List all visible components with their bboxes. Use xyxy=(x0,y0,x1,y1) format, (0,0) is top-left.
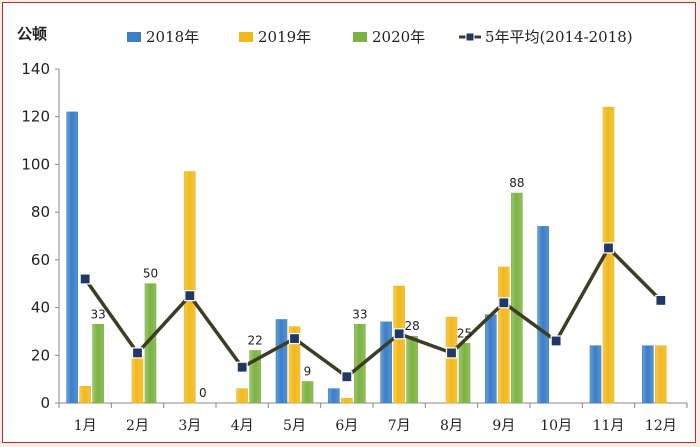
legend-swatch-2020年 xyxy=(353,32,367,42)
average-point-12月 xyxy=(655,294,667,307)
legend-label: 2019年 xyxy=(258,28,311,46)
bar-2020年-4月 xyxy=(249,350,261,404)
bar-2019年-5月 xyxy=(288,326,301,404)
y-tick-label: 100 xyxy=(21,155,50,173)
bar-2019年-12月 xyxy=(655,345,667,404)
bar-2018年-5月 xyxy=(275,319,288,404)
data-label-2020: 33 xyxy=(91,307,106,321)
average-point-6月 xyxy=(341,371,353,383)
x-tick-label: 4月 xyxy=(231,418,254,434)
y-tick-label: 80 xyxy=(31,203,50,221)
x-tick-label: 8月 xyxy=(440,418,463,434)
x-tick-label: 11月 xyxy=(593,418,625,434)
legend: 2018年 2019年 2020年 5年平均(2014-2018) xyxy=(127,28,633,46)
legend-label: 2018年 xyxy=(146,28,199,46)
bar-2020年-5月 xyxy=(301,381,314,404)
average-point-3月 xyxy=(184,290,196,302)
x-tick-label: 3月 xyxy=(178,418,201,434)
data-label-2020: 9 xyxy=(304,365,312,379)
bar-2020年-1月 xyxy=(92,323,104,404)
y-tick-label: 40 xyxy=(31,299,50,317)
y-tick-label: 20 xyxy=(31,346,50,364)
average-point-9月 xyxy=(498,297,510,309)
y-tick-label: 0 xyxy=(40,394,50,412)
average-line-path xyxy=(83,246,663,379)
bars xyxy=(66,106,667,404)
bar-2019年-8月 xyxy=(445,316,458,404)
y-tick-label: 60 xyxy=(31,251,50,269)
average-point-7月 xyxy=(393,328,405,340)
legend-line-marker xyxy=(465,32,475,42)
bar-2018年-10月 xyxy=(537,226,549,404)
bar-line-chart: 2018年 2019年 2020年 5年平均(2014-2018) 公顿 0 20 40 6… xyxy=(17,25,688,434)
bar-2018年-7月 xyxy=(380,321,392,404)
bar-2019年-2月 xyxy=(131,354,144,404)
average-point-5月 xyxy=(288,332,301,345)
x-tick-label: 6月 xyxy=(335,418,358,434)
legend-swatch-2018年 xyxy=(127,32,141,42)
average-point-2月 xyxy=(131,347,144,359)
average-point-4月 xyxy=(236,361,248,373)
average-point-10月 xyxy=(550,335,562,347)
data-labels: 33 50 0 22 9 33 28 25 88 xyxy=(91,176,525,400)
average-point-8月 xyxy=(445,347,458,359)
bar-2019年-3月 xyxy=(184,171,196,404)
legend-label: 2020年 xyxy=(372,28,425,46)
bar-2018年-11月 xyxy=(589,345,602,404)
x-tick-label: 7月 xyxy=(388,418,411,434)
x-tick-label: 2月 xyxy=(126,418,149,434)
average-point-11月 xyxy=(602,242,615,254)
x-tick-label: 9月 xyxy=(492,418,515,434)
data-label-2020: 28 xyxy=(405,319,420,333)
bar-2018年-12月 xyxy=(642,345,654,404)
data-label-2020: 33 xyxy=(352,307,367,321)
bar-2020年-9月 xyxy=(511,192,523,404)
data-label-2020: 0 xyxy=(199,386,207,400)
bar-2018年-1月 xyxy=(66,111,78,404)
y-axis: 0 20 40 60 80 100 120 140 xyxy=(21,60,59,412)
legend-swatch-2019年 xyxy=(239,32,253,42)
average-line xyxy=(79,242,667,383)
average-point-1月 xyxy=(79,273,91,285)
x-axis: 1月 2月 3月 4月 5月 6月 7月 8月 9月 10月 11月 12月 xyxy=(58,403,688,434)
data-label-2020: 88 xyxy=(509,176,524,190)
x-tick-label: 12月 xyxy=(645,418,677,434)
x-tick-label: 1月 xyxy=(74,418,97,434)
chart-frame: 2018年 2019年 2020年 5年平均(2014-2018) 公顿 0 20 40 6… xyxy=(2,2,696,443)
unit-label-group: 公顿 xyxy=(17,25,47,43)
bar-2019年-9月 xyxy=(498,266,510,404)
bar-2018年-6月 xyxy=(328,388,340,404)
x-tick-label: 5月 xyxy=(283,418,306,434)
y-tick-label: 140 xyxy=(21,60,50,78)
y-axis-unit-label: 公顿 xyxy=(17,25,47,43)
data-label-2020: 22 xyxy=(248,334,263,348)
x-tick-label: 10月 xyxy=(540,418,572,434)
data-label-2020: 25 xyxy=(457,326,472,340)
bar-2019年-4月 xyxy=(236,388,248,404)
data-label-2020: 50 xyxy=(143,267,158,281)
bar-2019年-7月 xyxy=(393,285,405,404)
bar-2019年-6月 xyxy=(341,397,353,404)
bar-2019年-1月 xyxy=(79,385,91,404)
y-tick-label: 120 xyxy=(21,108,50,126)
bar-2020年-8月 xyxy=(458,343,471,404)
legend-label: 5年平均(2014-2018) xyxy=(485,28,633,46)
bar-2020年-7月 xyxy=(406,335,418,404)
bar-2018年-9月 xyxy=(485,314,497,404)
